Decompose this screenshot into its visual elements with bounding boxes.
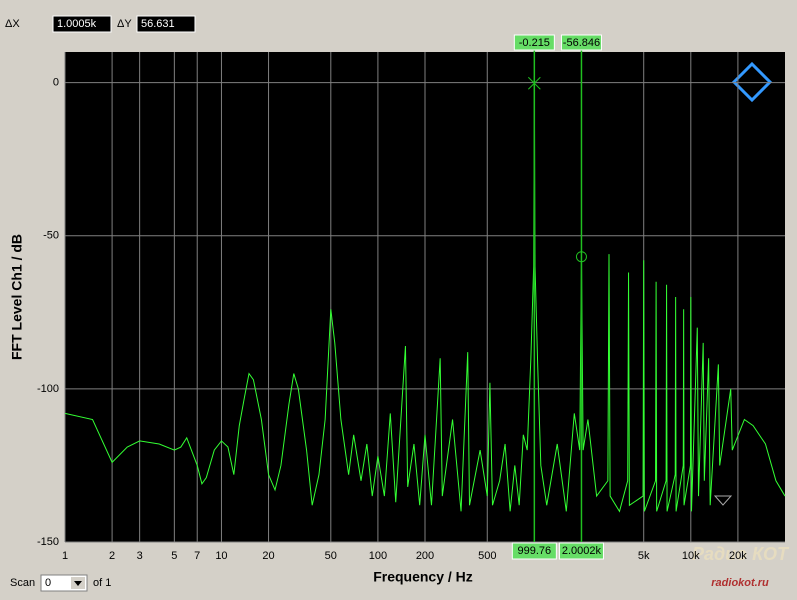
x-tick-label: 100 bbox=[369, 550, 387, 562]
cursor-x-box bbox=[558, 542, 604, 560]
x-tick-label: 1 bbox=[62, 550, 68, 562]
scan-value: 0 bbox=[45, 577, 51, 589]
x-tick-label: 200 bbox=[416, 550, 434, 562]
watermark-url: radiokot.ru bbox=[711, 577, 769, 589]
scan-label: Scan bbox=[10, 577, 35, 589]
cursor-x-box bbox=[511, 542, 557, 560]
x-tick-label: 3 bbox=[137, 550, 143, 562]
cursor-y-label: -0.215 bbox=[519, 37, 550, 49]
cursor-marker bbox=[575, 251, 587, 263]
x-axis-title: Frequency / Hz bbox=[373, 569, 473, 585]
x-tick-label: 20 bbox=[262, 550, 274, 562]
logo bbox=[731, 61, 773, 103]
x-tick-label: 2 bbox=[109, 550, 115, 562]
cursor-y-box bbox=[513, 34, 555, 51]
y-axis-title: FFT Level Ch1 / dB bbox=[9, 234, 25, 360]
watermark-title: Радио КОТ bbox=[692, 544, 790, 564]
y-tick-label: 0 bbox=[53, 77, 59, 89]
cursor-marker bbox=[527, 76, 541, 91]
dy-box bbox=[136, 15, 196, 33]
y-tick-label: -150 bbox=[37, 536, 59, 548]
x-tick-label: 10k bbox=[682, 550, 700, 562]
logo-diamond bbox=[731, 61, 773, 103]
x-tick-label: 500 bbox=[478, 550, 496, 562]
dx-value: 1.0005k bbox=[57, 18, 97, 30]
dropdown-arrow bbox=[74, 581, 82, 586]
dy-symbol: ΔY bbox=[117, 18, 132, 30]
dx-symbol: ΔX bbox=[5, 18, 20, 30]
dx-box bbox=[52, 15, 112, 33]
y-tick-label: -100 bbox=[37, 383, 59, 395]
scan-of: of 1 bbox=[93, 577, 111, 589]
cursor-x-label: 999.76 bbox=[518, 545, 552, 557]
x-tick-label: 5k bbox=[638, 550, 650, 562]
cursor-y-label: -56.846 bbox=[563, 37, 600, 49]
x-tick-label: 7 bbox=[194, 550, 200, 562]
dy-value: 56.631 bbox=[141, 18, 175, 30]
y-tick-label: -50 bbox=[43, 230, 59, 242]
x-tick-label: 5 bbox=[171, 550, 177, 562]
marker-triangle bbox=[713, 495, 733, 506]
x-tick-label: 10 bbox=[215, 550, 227, 562]
x-tick-label: 20k bbox=[729, 550, 747, 562]
cursor-y-box bbox=[560, 34, 602, 51]
spectrum-line bbox=[64, 83, 786, 513]
x-tick-label: 50 bbox=[325, 550, 337, 562]
cursor-x-label: 2.0002k bbox=[562, 545, 602, 557]
